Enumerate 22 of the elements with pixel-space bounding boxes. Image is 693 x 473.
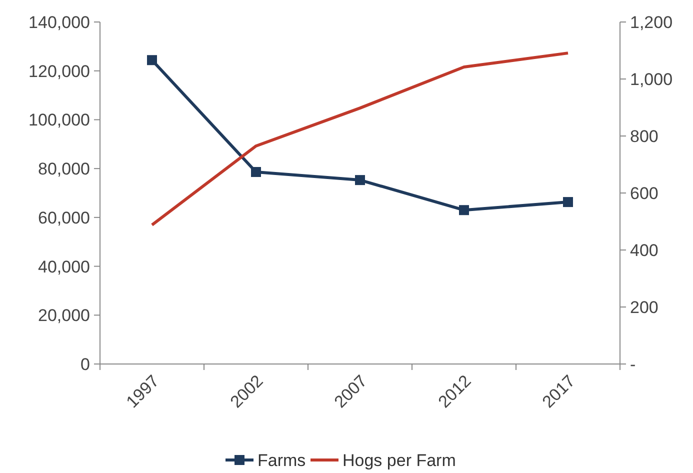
legend-label: Hogs per Farm	[342, 451, 456, 470]
y-tick-label: 140,000	[28, 13, 90, 32]
point	[251, 166, 261, 177]
y-tick-label: 100,000	[28, 110, 90, 130]
y-tick-label: 40,000	[38, 257, 90, 276]
y2-tick-label: -	[630, 355, 636, 374]
point	[563, 197, 573, 208]
y2-tick-label: 400	[630, 241, 658, 260]
y-tick-label: 20,000	[38, 306, 90, 326]
y-tick-label: 80,000	[38, 160, 90, 179]
point	[147, 55, 157, 66]
y-tick-label: 0	[80, 355, 90, 374]
legend-label: Farms	[258, 451, 306, 470]
y2-tick-label: 800	[630, 127, 658, 146]
y2-tick-label: 600	[630, 184, 658, 203]
y-tick-label: 120,000	[28, 62, 90, 81]
y-tick-label: 60,000	[38, 208, 90, 228]
point	[355, 175, 365, 186]
point	[459, 205, 469, 216]
y2-tick-label: 1,200	[630, 13, 673, 32]
y2-tick-label: 200	[630, 298, 658, 317]
y2-tick-label: 1,000	[630, 70, 673, 89]
